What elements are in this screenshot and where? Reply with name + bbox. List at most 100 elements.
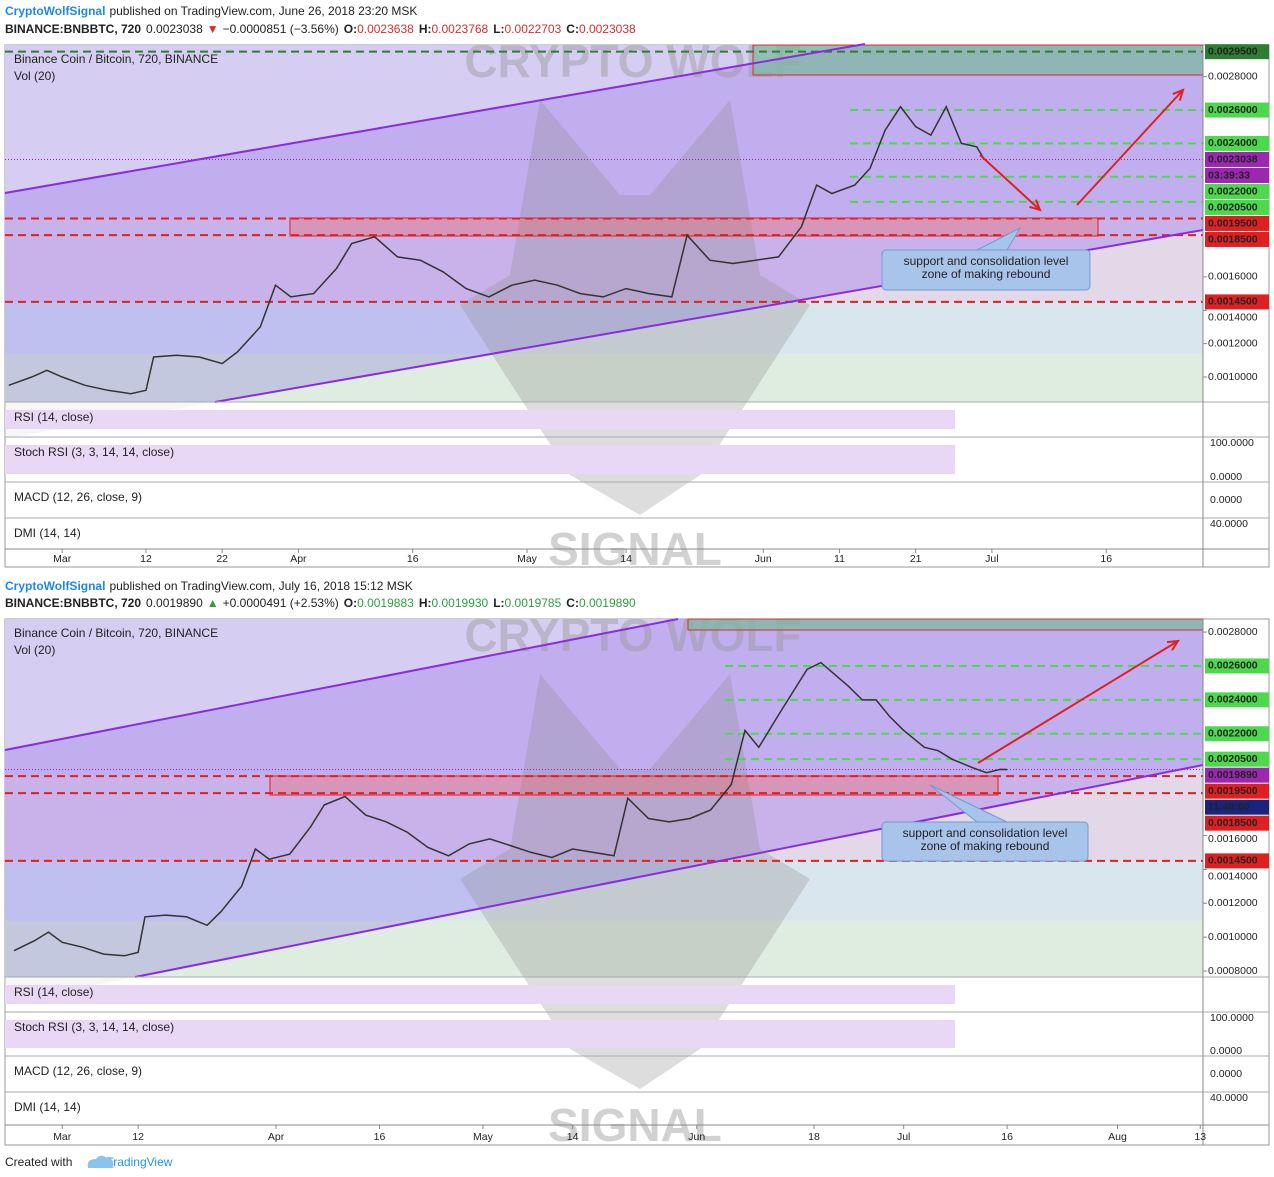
price-label-bg (1205, 751, 1269, 767)
x-tick-label: 18 (808, 1131, 820, 1143)
author: CryptoWolfSignal (5, 579, 105, 593)
pane-label: MACD (12, 26, close, 9) (14, 490, 142, 504)
top-zone (752, 44, 1204, 76)
band (5, 920, 1203, 977)
price-label-bg (1205, 799, 1269, 815)
channel (5, 45, 1203, 402)
publish-line: CryptoWolfSignal published on TradingView… (5, 579, 413, 593)
ohlc-key: H: (419, 596, 432, 610)
price-label: 0.0018500 (1208, 233, 1258, 245)
arrow (977, 640, 1179, 764)
author: CryptoWolfSignal (5, 4, 105, 18)
price-label-bg (1205, 183, 1269, 199)
price-label-bg (1205, 199, 1269, 215)
band (5, 353, 1203, 402)
pane-label: DMI (14, 14) (14, 526, 81, 540)
channel (5, 619, 1203, 977)
price-label-bg (1205, 767, 1269, 783)
y-tick-label: 0.0016000 (1208, 833, 1258, 845)
watermark: CRYPTO WOLF (464, 35, 801, 87)
ohlc-key: O: (344, 596, 357, 610)
chart-title: Binance Coin / Bitcoin, 720, BINANCE (14, 626, 218, 640)
quote-line: BINANCE:BNBBTC, 720 0.0019890 ▲ +0.0000491 … (5, 596, 636, 610)
price-line (8, 104, 985, 395)
pane-scale: 100.0000 (1210, 1012, 1254, 1024)
chart-subtitle: Vol (20) (14, 69, 55, 83)
ohlc-key: C: (566, 596, 579, 610)
arrow: ▲ (207, 596, 219, 610)
tv-logo (87, 1155, 114, 1168)
x-tick-label: 22 (216, 553, 228, 565)
price-label-bg (1205, 102, 1269, 118)
pane-label: RSI (14, close) (14, 985, 93, 999)
pane-scale: 0.0000 (1210, 1068, 1242, 1080)
top-zone (687, 618, 1204, 631)
price-label: 0.0023038 (1208, 153, 1258, 165)
change: +0.0000491 (+2.53%) (223, 596, 339, 610)
symbol: BINANCE:BNBBTC, 720 (5, 22, 141, 36)
pane-bg (5, 410, 955, 429)
price-label-bg (1205, 44, 1269, 60)
x-tick-label: 21 (910, 553, 922, 565)
price-label-bg (1205, 658, 1269, 674)
x-tick-label: 13 (1194, 1131, 1206, 1143)
price-label: 0.0029500 (1208, 45, 1258, 57)
pane-scale: 0.0000 (1210, 471, 1242, 483)
x-tick-label: 14 (620, 553, 632, 565)
pane-label: DMI (14, 14) (14, 1100, 81, 1114)
quote-line: BINANCE:BNBBTC, 720 0.0023038 ▼ −0.0000851 … (5, 22, 636, 36)
y-tick-label: 0.0012000 (1208, 337, 1258, 349)
x-tick-label: 16 (374, 1131, 386, 1143)
x-tick-label: Apr (268, 1131, 285, 1143)
x-tick-label: 12 (132, 1131, 144, 1143)
y-tick-label: 0.0008000 (1208, 965, 1258, 977)
published: published on TradingView.com, July 16, 2… (109, 579, 412, 593)
footer-brand: TradingView (106, 1155, 172, 1169)
band (5, 619, 1203, 777)
pane-label: MACD (12, 26, close, 9) (14, 1064, 142, 1078)
price-label: 0.0022000 (1208, 185, 1258, 197)
arrow-head (1029, 199, 1042, 212)
pane-bg (5, 445, 955, 474)
chart-subtitle: Vol (20) (14, 643, 55, 657)
pane-label: Stoch RSI (3, 3, 14, 14, close) (14, 1020, 174, 1034)
band (5, 301, 1203, 354)
footer-text: Created with (5, 1155, 72, 1169)
ohlc-key: H: (419, 22, 432, 36)
y-tick-label: 0.0028000 (1208, 70, 1258, 82)
x-tick-label: 16 (1100, 553, 1112, 565)
arrow (1076, 89, 1184, 206)
price-label-bg (1205, 692, 1269, 708)
price-label: 0.0019500 (1208, 785, 1258, 797)
price-label: 0.0014500 (1208, 855, 1258, 867)
y-tick-label: 0.0014000 (1208, 871, 1258, 883)
price-label-bg (1205, 783, 1269, 799)
chart-title: Binance Coin / Bitcoin, 720, BINANCE (14, 52, 218, 66)
price-label: 0.0026000 (1208, 660, 1258, 672)
callout-text: zone of making rebound (921, 839, 1050, 853)
band (5, 860, 1203, 921)
last: 0.0023038 (146, 22, 203, 36)
support-zone (289, 217, 1099, 237)
y-tick-label: 0.0012000 (1208, 897, 1258, 909)
price-label-bg (1205, 231, 1269, 247)
price-label: 0.0022000 (1208, 728, 1258, 740)
price-label: 0.0019890 (1208, 769, 1258, 781)
callout (881, 249, 1091, 291)
watermark: CRYPTO WOLF (464, 609, 801, 661)
x-tick-label: Jun (755, 553, 772, 565)
pane-bg (5, 1020, 955, 1048)
price-label-bg (1205, 215, 1269, 231)
x-tick-label: 14 (567, 1131, 579, 1143)
x-tick-label: Jun (688, 1131, 705, 1143)
x-tick-label: 16 (1001, 1131, 1013, 1143)
footer: Created with TradingView (5, 1155, 173, 1169)
ohlc-value: 0.0019883 (357, 596, 414, 610)
ohlc-key: L: (493, 22, 504, 36)
callout-pointer (976, 226, 1022, 251)
price-label-bg (1205, 135, 1269, 151)
price-label: 0.0026000 (1208, 104, 1258, 116)
pane-label: RSI (14, close) (14, 410, 93, 424)
ohlc-key: C: (566, 22, 579, 36)
